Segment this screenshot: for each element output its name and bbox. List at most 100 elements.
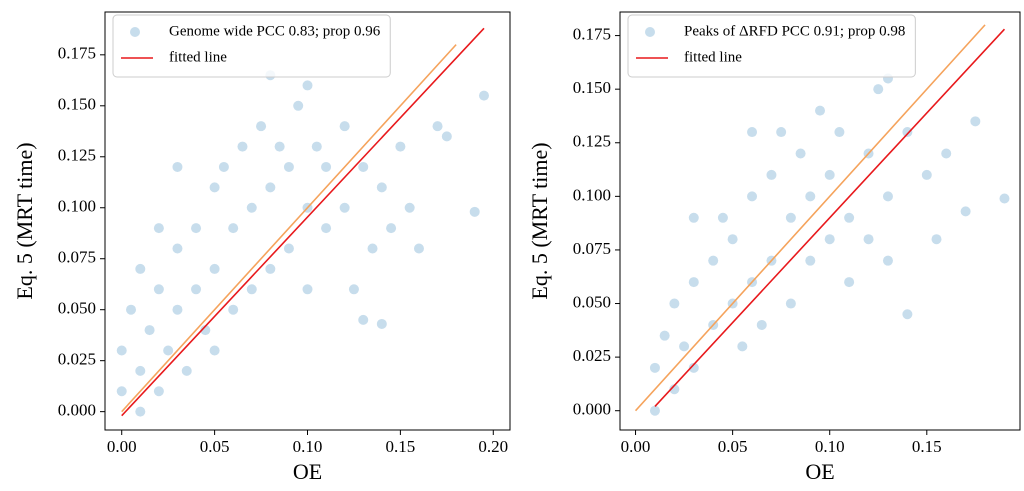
scatter-point	[669, 384, 680, 395]
reference-line	[121, 44, 457, 413]
scatter-point	[404, 202, 415, 213]
scatter-point	[960, 206, 971, 217]
scatter-point	[413, 243, 424, 254]
scatter-point	[191, 284, 202, 295]
scatter-point	[302, 80, 313, 91]
scatter-point	[659, 330, 670, 341]
scatter-point	[756, 319, 767, 330]
scatter-point	[228, 304, 239, 315]
scatter-point	[265, 182, 276, 193]
legend-marker	[645, 27, 655, 37]
y-tick-label: 0.175	[573, 24, 611, 43]
scatter-point	[824, 234, 835, 245]
scatter-point	[921, 169, 932, 180]
scatter-point	[941, 148, 952, 159]
scatter-point	[172, 304, 183, 315]
scatter-point	[339, 121, 350, 132]
y-tick-label: 0.150	[573, 78, 611, 97]
x-tick-label: 0.05	[200, 437, 230, 456]
scatter-point	[376, 318, 387, 329]
legend-marker	[130, 27, 140, 37]
scatter-point	[679, 341, 690, 352]
scatter-point	[717, 212, 728, 223]
y-tick-label: 0.050	[573, 292, 611, 311]
scatter-point	[766, 169, 777, 180]
legend-label: fitted line	[169, 49, 227, 65]
x-axis-label: OE	[293, 459, 322, 484]
scatter-point	[321, 161, 332, 172]
scatter-point	[795, 148, 806, 159]
x-tick-label: 0.10	[293, 437, 323, 456]
scatter-point	[708, 255, 719, 266]
y-tick-label: 0.075	[58, 248, 96, 267]
x-tick-label: 0.00	[107, 437, 137, 456]
scatter-point	[283, 243, 294, 254]
scatter-point	[274, 141, 285, 152]
scatter-point	[218, 161, 229, 172]
scatter-point	[181, 365, 192, 376]
scatter-point	[172, 243, 183, 254]
legend-box	[627, 14, 916, 78]
scatter-point	[348, 284, 359, 295]
x-tick-label: 0.20	[478, 437, 508, 456]
scatter-point	[824, 169, 835, 180]
scatter-point	[200, 325, 211, 336]
legend: Genome wide PCC 0.83; prop 0.96 fitted li…	[112, 14, 391, 78]
y-axis-label: Eq. 5 (MRT time)	[12, 142, 37, 299]
scatter-point	[209, 182, 220, 193]
scatter-point	[688, 362, 699, 373]
scatter-point	[367, 243, 378, 254]
scatter-point	[882, 255, 893, 266]
legend-label: fitted line	[684, 49, 742, 65]
scatter-point	[256, 121, 267, 132]
scatter-point	[785, 298, 796, 309]
scatter-point	[135, 406, 146, 417]
scatter-point	[321, 223, 332, 234]
x-tick-label: 0.15	[912, 437, 942, 456]
plot-area	[116, 27, 489, 417]
y-tick-label: 0.175	[58, 44, 96, 63]
scatter-point	[873, 84, 884, 95]
y-tick-label: 0.100	[573, 185, 611, 204]
x-tick-label: 0.15	[386, 437, 416, 456]
y-tick-label: 0.000	[58, 401, 96, 420]
scatter-point	[358, 314, 369, 325]
scatter-point	[737, 341, 748, 352]
scatter-point	[163, 345, 174, 356]
fitted-line	[121, 27, 485, 417]
y-tick-label: 0.150	[58, 95, 96, 114]
legend-label: Genome wide PCC 0.83; prop 0.96	[169, 23, 381, 39]
y-axis-label: Eq. 5 (MRT time)	[527, 142, 552, 299]
scatter-point	[863, 234, 874, 245]
scatter-point	[805, 255, 816, 266]
scatter-point	[649, 405, 660, 416]
reference-line	[634, 24, 986, 412]
scatter-point	[747, 191, 758, 202]
scatter-point	[469, 206, 480, 217]
axes-frame	[619, 11, 1021, 431]
y-tick-label: 0.100	[58, 197, 96, 216]
scatter-point	[395, 141, 406, 152]
scatter-point	[805, 191, 816, 202]
scatter-point	[649, 362, 660, 373]
y-tick-label: 0.025	[58, 350, 96, 369]
scatter-point	[126, 304, 137, 315]
scatter-point	[246, 202, 257, 213]
scatter-point	[834, 127, 845, 138]
scatter-point	[931, 234, 942, 245]
scatter-point	[144, 325, 155, 336]
scatter-point	[688, 212, 699, 223]
scatter-point	[478, 90, 489, 101]
scatter-point	[785, 212, 796, 223]
scatter-point	[970, 116, 981, 127]
legend-label: Peaks of ΔRFD PCC 0.91; prop 0.98	[684, 23, 905, 39]
scatter-point	[265, 263, 276, 274]
y-tick-label: 0.125	[573, 132, 611, 151]
scatter-point	[339, 202, 350, 213]
scatter-point	[882, 191, 893, 202]
scatter-point	[844, 277, 855, 288]
scatter-point	[902, 309, 913, 320]
plot-area	[634, 24, 1010, 416]
y-tick-label: 0.050	[58, 299, 96, 318]
